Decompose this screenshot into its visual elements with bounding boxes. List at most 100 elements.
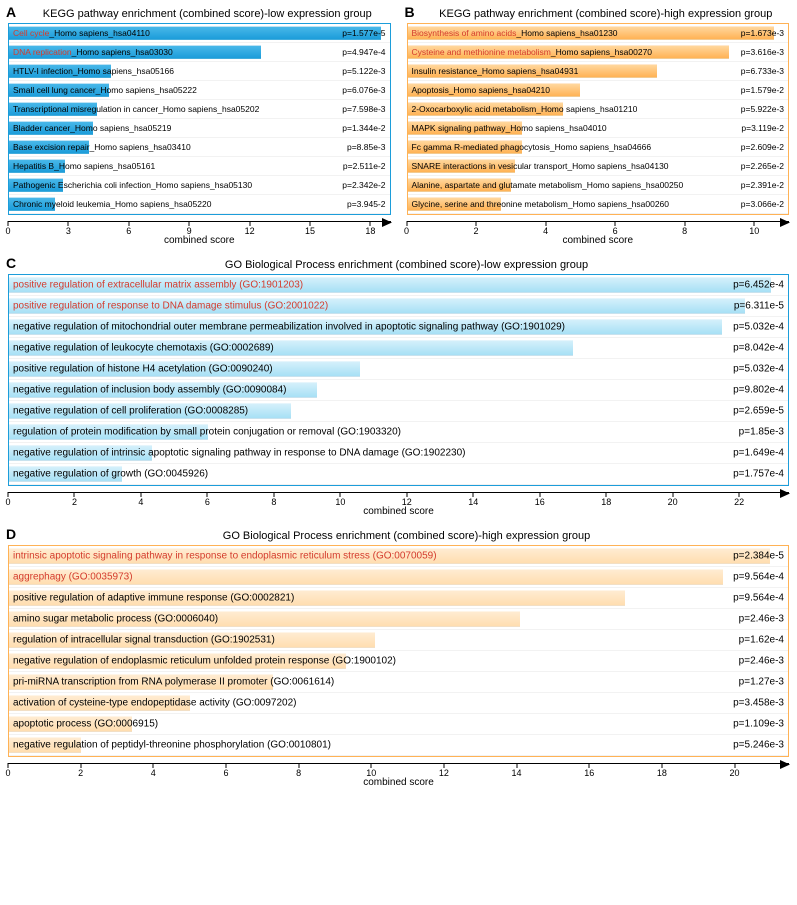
bar-label-rest: _Homo sapiens_hsa04110 <box>49 28 150 38</box>
tick-label: 18 <box>601 497 611 507</box>
bar-row: Transcriptional misregulation in cancer_… <box>9 100 390 119</box>
bar-label: negative regulation of endoplasmic retic… <box>13 656 396 667</box>
bar-pvalue: p=1.757e-4 <box>733 469 784 480</box>
bar-pvalue: p=5.032e-4 <box>733 364 784 375</box>
tick-label: 6 <box>205 497 210 507</box>
bar-label: Bladder cancer_Homo sapiens_hsa05219 <box>13 123 171 133</box>
bar-row: regulation of protein modification by sm… <box>9 422 788 443</box>
x-axis: 0369121518combined score <box>8 217 391 245</box>
bar-label-rest: negative regulation of peptidyl-threonin… <box>13 740 331 751</box>
tick-label: 8 <box>271 497 276 507</box>
bar-label-rest: Fc gamma R-mediated phagocytosis_Homo sa… <box>412 142 652 152</box>
bar-label: DNA replication_Homo sapiens_hsa03030 <box>13 47 173 57</box>
tick-label: 2 <box>474 226 479 236</box>
bar-row: Cell cycle_Homo sapiens_hsa04110p=1.577e… <box>9 24 390 43</box>
bar-label-rest: _Homo sapiens_hsa00270 <box>551 47 652 57</box>
tick-label: 20 <box>729 768 739 778</box>
panel-c-go-low: CGO Biological Process enrichment (combi… <box>8 259 789 516</box>
tick-label: 3 <box>66 226 71 236</box>
tick-label: 4 <box>151 768 156 778</box>
bar-label: 2-Oxocarboxylic acid metabolism_Homo sap… <box>412 104 638 114</box>
bar-pvalue: p=9.564e-4 <box>733 572 784 583</box>
bar-label-highlight: aggrephagy (GO:0035973) <box>13 572 133 583</box>
bar-label: negative regulation of cell proliferatio… <box>13 406 248 417</box>
tick-label: 8 <box>682 226 687 236</box>
bar-label: activation of cysteine-type endopeptidas… <box>13 698 297 709</box>
bar-label-rest: positive regulation of histone H4 acetyl… <box>13 364 273 375</box>
bar-row: positive regulation of response to DNA d… <box>9 296 788 317</box>
bar-label-rest: negative regulation of cell proliferatio… <box>13 406 248 417</box>
bar-label: Base excision repair_Homo sapiens_hsa034… <box>13 142 191 152</box>
bar-label: positive regulation of histone H4 acetyl… <box>13 364 273 375</box>
axis-title: combined score <box>363 506 434 517</box>
bar-label: Fc gamma R-mediated phagocytosis_Homo sa… <box>412 142 652 152</box>
bar-label: Glycine, serine and threonine metabolism… <box>412 199 670 209</box>
bar-label-rest: Small cell lung cancer_Homo sapiens_hsa0… <box>13 85 197 95</box>
bar-label-highlight: positive regulation of extracellular mat… <box>13 280 303 291</box>
bar-label: Chronic myeloid leukemia_Homo sapiens_hs… <box>13 199 211 209</box>
bar-label: negative regulation of inclusion body as… <box>13 385 287 396</box>
bar-pvalue: p=6.452e-4 <box>733 280 784 291</box>
bar-label: apoptotic process (GO:0006915) <box>13 719 158 730</box>
bar-pvalue: p=1.27e-3 <box>739 677 784 688</box>
bar-label: Cysteine and methionine metabolism_Homo … <box>412 47 653 57</box>
bar-label-rest: negative regulation of endoplasmic retic… <box>13 656 396 667</box>
tick-label: 14 <box>512 768 522 778</box>
chart-frame: positive regulation of extracellular mat… <box>8 274 789 486</box>
bar-pvalue: p=1.577e-5 <box>342 28 385 38</box>
bar-row: Hepatitis B_Homo sapiens_hsa05161p=2.511… <box>9 157 390 176</box>
bar-pvalue: p=5.032e-4 <box>733 322 784 333</box>
tick-label: 22 <box>734 497 744 507</box>
x-axis: 0246810combined score <box>407 217 790 245</box>
bar-label: negative regulation of mitochondrial out… <box>13 322 565 333</box>
bar-pvalue: p=2.384e-5 <box>733 551 784 562</box>
bar-label-highlight: Biosynthesis of amino acids <box>412 28 517 38</box>
bar-label-rest: negative regulation of mitochondrial out… <box>13 322 565 333</box>
bar-pvalue: p=9.802e-4 <box>733 385 784 396</box>
bar-label: positive regulation of extracellular mat… <box>13 280 303 291</box>
bar-label: intrinsic apoptotic signaling pathway in… <box>13 551 437 562</box>
axis-title: combined score <box>164 235 235 246</box>
panel-title: KEGG pathway enrichment (combined score)… <box>8 8 391 20</box>
chart-frame: Biosynthesis of amino acids_Homo sapiens… <box>407 23 790 215</box>
tick-label: 2 <box>72 497 77 507</box>
tick-label: 15 <box>305 226 315 236</box>
tick-label: 0 <box>5 497 10 507</box>
tick-label: 4 <box>543 226 548 236</box>
bar-pvalue: p=6.733e-3 <box>741 66 784 76</box>
bar-pvalue: p=1.579e-2 <box>741 85 784 95</box>
bar-pvalue: p=3.119e-2 <box>741 123 784 133</box>
bar-label-rest: MAPK signaling pathway_Homo sapiens_hsa0… <box>412 123 607 133</box>
bar-pvalue: p=2.342e-2 <box>342 180 385 190</box>
bar-row: positive regulation of extracellular mat… <box>9 275 788 296</box>
bar-label-rest: SNARE interactions in vesicular transpor… <box>412 161 669 171</box>
bar-label-rest: apoptotic process (GO:0006915) <box>13 719 158 730</box>
bar-row: MAPK signaling pathway_Homo sapiens_hsa0… <box>408 119 789 138</box>
bar-label-rest: negative regulation of leukocyte chemota… <box>13 343 274 354</box>
axis-arrow-icon <box>780 218 790 227</box>
bar-pvalue: p=5.922e-3 <box>741 104 784 114</box>
tick-label: 18 <box>365 226 375 236</box>
bar-label: positive regulation of response to DNA d… <box>13 301 328 312</box>
bar-label-rest: amino sugar metabolic process (GO:000604… <box>13 614 218 625</box>
bar-pvalue: p=8.85e-3 <box>347 142 386 152</box>
bar-row: Glycine, serine and threonine metabolism… <box>408 195 789 214</box>
tick-label: 12 <box>245 226 255 236</box>
bar-label-highlight: DNA replication <box>13 47 72 57</box>
panel-title: GO Biological Process enrichment (combin… <box>8 530 789 542</box>
bar-row: negative regulation of intrinsic apoptot… <box>9 443 788 464</box>
panel-letter: D <box>6 526 16 542</box>
bar-label: negative regulation of intrinsic apoptot… <box>13 448 466 459</box>
bar-row: negative regulation of peptidyl-threonin… <box>9 735 788 756</box>
bar-label-highlight: positive regulation of response to DNA d… <box>13 301 328 312</box>
bar-label-highlight: Cysteine and methionine metabolism <box>412 47 551 57</box>
bar-label-rest: Bladder cancer_Homo sapiens_hsa05219 <box>13 123 171 133</box>
bar-row: negative regulation of leukocyte chemota… <box>9 338 788 359</box>
bar-row: Pathogenic Escherichia coli infection_Ho… <box>9 176 390 195</box>
axis-arrow-icon <box>780 760 790 769</box>
bar-label-rest: Hepatitis B_Homo sapiens_hsa05161 <box>13 161 155 171</box>
axis-title: combined score <box>562 235 633 246</box>
bar-label-rest: HTLV-I infection_Homo sapiens_hsa05166 <box>13 66 174 76</box>
bar-label: Small cell lung cancer_Homo sapiens_hsa0… <box>13 85 197 95</box>
bar-label-rest: _Homo sapiens_hsa01230 <box>516 28 617 38</box>
